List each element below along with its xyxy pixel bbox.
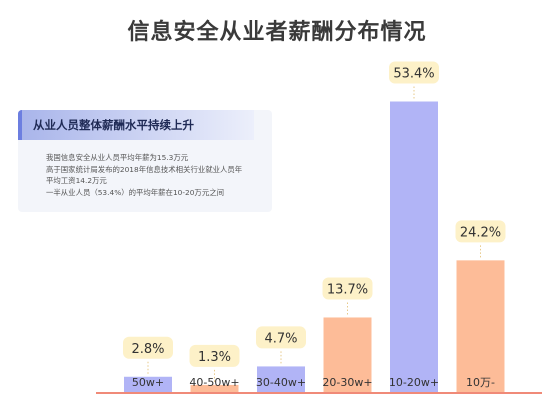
value-bubble-3 — [322, 277, 373, 300]
info-line-3: 平均工资14.2万元 — [46, 176, 107, 185]
value-label-0: 2.8% — [131, 342, 164, 357]
bar-5 — [456, 260, 505, 392]
value-bubble-5 — [455, 220, 506, 243]
value-bubble-2 — [256, 326, 306, 349]
category-label-2: 30-40w+ — [256, 376, 306, 389]
category-label-3: 20-30w+ — [322, 376, 372, 389]
info-card-body: 我国信息安全从业人员平均年薪为15.3万元 高于国家统计局发布的2018年信息技… — [46, 152, 242, 198]
value-label-4: 53.4% — [393, 67, 434, 82]
value-label-2: 4.7% — [264, 331, 297, 346]
bar-4 — [390, 101, 438, 392]
info-card: 从业人员整体薪酬水平持续上升 我国信息安全从业人员平均年薪为15.3万元 高于国… — [18, 110, 272, 212]
category-label-0: 50w+ — [132, 376, 164, 389]
chart-title: 信息安全从业者薪酬分布情况 — [127, 20, 427, 45]
value-label-1: 1.3% — [198, 350, 231, 365]
bar-2 — [257, 366, 305, 392]
value-label-3: 13.7% — [327, 282, 368, 297]
value-bubble-0 — [123, 336, 173, 359]
bar-3 — [323, 317, 372, 392]
category-label-1: 40-50w+ — [189, 376, 239, 389]
value-bubble-1 — [189, 344, 240, 367]
info-line-4: 一半从业人员（53.4%）的平均年薪在10-20万元之间 — [46, 187, 224, 197]
bar-0 — [124, 376, 172, 392]
info-card-header: 从业人员整体薪酬水平持续上升 — [18, 110, 254, 140]
category-label-5: 10万- — [466, 376, 495, 389]
category-label-4: 10-20w+ — [389, 376, 439, 389]
info-card-heading: 从业人员整体薪酬水平持续上升 — [33, 118, 194, 132]
info-card-accent — [18, 110, 22, 140]
value-label-5: 24.2% — [460, 225, 501, 240]
info-line-1: 我国信息安全从业人员平均年薪为15.3万元 — [46, 153, 189, 162]
value-bubble-4 — [389, 61, 439, 84]
info-line-2: 高于国家统计局发布的2018年信息技术相关行业就业人员年 — [46, 164, 243, 174]
bar-1 — [190, 384, 239, 392]
